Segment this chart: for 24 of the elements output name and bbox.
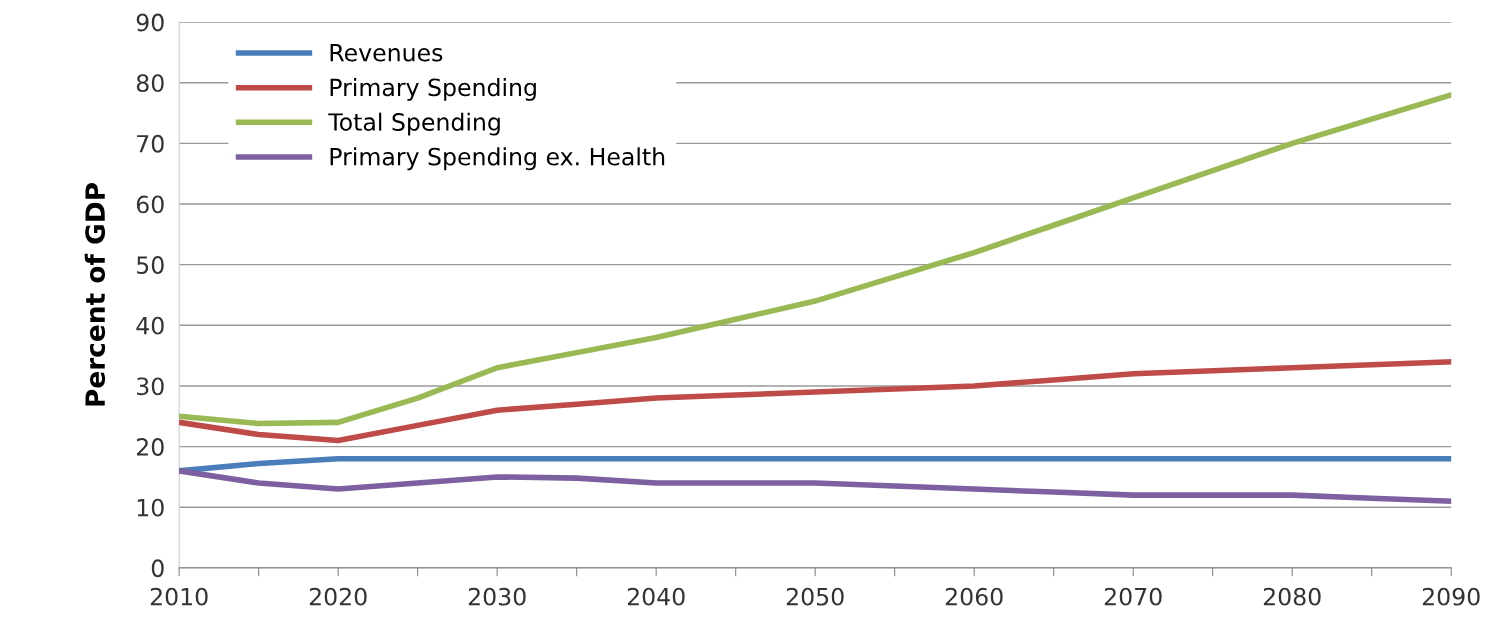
y-tick-label: 10: [137, 498, 164, 517]
x-tick-label: 2010: [150, 587, 208, 606]
y-axis-title: Percent of GDP: [84, 183, 106, 406]
x-tick-label: 2050: [786, 587, 844, 606]
legend-label: Primary Spending ex. Health: [330, 147, 665, 171]
y-tick-label: 20: [136, 438, 164, 456]
y-tick-label: 50: [137, 256, 164, 274]
y-tick-label: 40: [136, 316, 164, 335]
x-tick-label: 2030: [468, 587, 526, 606]
y-tick-label: 70: [137, 134, 164, 153]
x-tick-label: 2040: [627, 587, 685, 606]
legend-label: Total Spending: [328, 112, 500, 136]
y-tick-label: 90: [136, 13, 164, 32]
y-tick-label: 30: [137, 377, 164, 396]
legend-label: Primary Spending: [330, 77, 536, 101]
x-tick-label: 2070: [1104, 587, 1162, 606]
legend-label: Revenues: [330, 44, 443, 62]
x-tick-label: 2020: [309, 587, 367, 606]
y-tick-label: 0: [151, 559, 164, 578]
x-tick-label: 2060: [945, 587, 1003, 606]
x-tick-label: 2090: [1422, 587, 1480, 606]
x-tick-label: 2080: [1263, 587, 1321, 606]
y-tick-label: 80: [136, 74, 164, 93]
y-tick-label: 60: [136, 195, 164, 214]
